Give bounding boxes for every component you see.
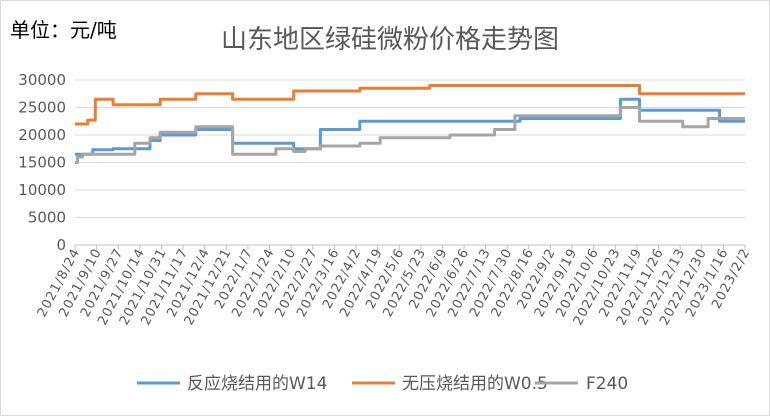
y-tick-label: 25000	[18, 99, 66, 117]
legend-item-w14[interactable]: 反应烧结用的W14	[137, 374, 327, 394]
legend-label-w14: 反应烧结用的W14	[187, 374, 327, 394]
y-tick-label: 20000	[18, 126, 66, 144]
series-line-w14	[75, 97, 745, 156]
legend: 反应烧结用的W14 无压烧结用的W0.5 F240	[137, 374, 628, 394]
legend-item-f240[interactable]: F240	[535, 374, 628, 394]
y-tick-label: 0	[56, 236, 66, 254]
series-lines	[75, 84, 745, 164]
legend-label-f240: F240	[586, 374, 628, 394]
y-tick-label: 5000	[28, 209, 66, 227]
y-tick-label: 30000	[18, 71, 66, 89]
y-tick-label: 10000	[18, 181, 66, 199]
legend-item-w05[interactable]: 无压烧结用的W0.5	[352, 374, 548, 394]
series-line-w05	[75, 84, 745, 126]
series-line-f240	[75, 106, 745, 164]
y-tick-label: 15000	[18, 154, 66, 172]
x-axis: 2021/8/242021/9/102021/9/272021/10/14202…	[35, 245, 754, 328]
unit-label: 单位：元/吨	[10, 18, 117, 42]
legend-label-w05: 无压烧结用的W0.5	[402, 374, 548, 394]
chart-title: 山东地区绿硅微粉价格走势图	[221, 25, 559, 55]
y-axis: 0 5000 10000 15000 20000 25000 30000	[18, 71, 66, 254]
